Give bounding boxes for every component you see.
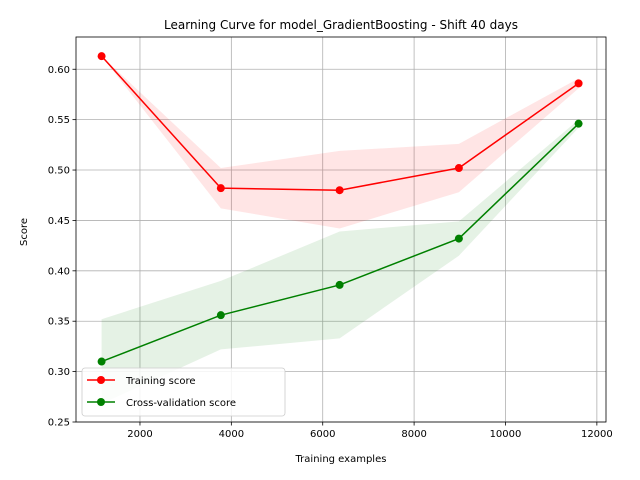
series-0-point xyxy=(97,52,106,61)
legend-cv-label: Cross-validation score xyxy=(126,398,236,409)
series-0-point xyxy=(454,164,463,173)
series-1-point xyxy=(574,119,583,128)
series-0-point xyxy=(574,79,583,88)
x-tick-label: 10000 xyxy=(490,429,522,440)
plot-frame xyxy=(75,36,607,423)
series-1-point xyxy=(216,311,225,320)
series-0-point xyxy=(216,184,225,193)
series-1-point xyxy=(454,234,463,243)
y-tick-label: 0.50 xyxy=(48,166,70,177)
tick-layer: 2000 4000 6000 8000 10000 12000 0.25 0.30 0.35 0.… xyxy=(48,65,613,440)
series-1-point xyxy=(335,280,344,289)
x-tick-label: 6000 xyxy=(310,429,335,440)
legend-training-marker xyxy=(97,376,105,384)
x-tick-label: 2000 xyxy=(127,429,152,440)
y-axis-label: Score xyxy=(19,218,30,246)
y-tick-label: 0.35 xyxy=(48,317,70,328)
legend-cv-marker xyxy=(97,398,105,406)
legend: Training score Cross-validation score xyxy=(81,367,286,417)
chart-title: Learning Curve for model_GradientBoostin… xyxy=(164,18,518,32)
line-layer xyxy=(97,52,583,366)
y-tick-label: 0.25 xyxy=(48,418,70,429)
x-axis-label: Training examples xyxy=(295,454,387,465)
legend-box xyxy=(81,367,286,417)
legend-training-label: Training score xyxy=(125,376,196,387)
y-tick-label: 0.60 xyxy=(48,65,70,76)
y-tick-label: 0.55 xyxy=(48,115,70,126)
y-tick-label: 0.45 xyxy=(48,216,70,227)
x-tick-label: 4000 xyxy=(219,429,244,440)
series-1-point xyxy=(97,357,106,366)
x-tick-label: 12000 xyxy=(581,429,613,440)
x-tick-label: 8000 xyxy=(401,429,426,440)
series-1-band xyxy=(101,119,579,404)
y-tick-label: 0.30 xyxy=(48,367,70,378)
y-tick-label: 0.40 xyxy=(48,266,70,277)
series-0-point xyxy=(335,186,344,195)
